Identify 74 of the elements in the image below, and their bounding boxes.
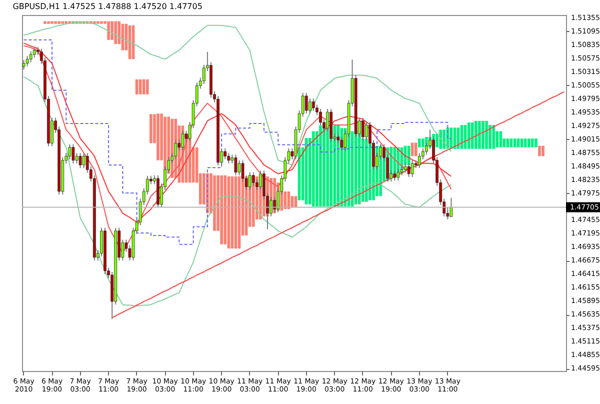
bar	[506, 138, 510, 148]
bar	[213, 175, 216, 231]
candlestick	[364, 121, 368, 141]
candlestick	[72, 144, 75, 164]
bar	[442, 130, 446, 149]
bar	[150, 114, 152, 144]
candlestick	[238, 160, 241, 176]
candlestick	[78, 152, 82, 169]
bar	[224, 175, 227, 244]
candlestick	[418, 152, 421, 169]
bar	[414, 142, 418, 156]
bar	[538, 146, 541, 156]
bar	[96, 21, 100, 24]
bar	[492, 125, 495, 149]
bar	[485, 120, 488, 149]
bar	[54, 21, 57, 24]
bar	[482, 120, 484, 149]
bar	[304, 138, 308, 204]
candlestick	[340, 136, 344, 151]
bar	[220, 175, 223, 244]
bar	[524, 138, 527, 148]
bar	[527, 138, 530, 148]
bar	[470, 122, 474, 149]
bar	[107, 21, 110, 40]
candlestick	[234, 154, 238, 176]
bar	[44, 21, 46, 24]
candlestick	[224, 148, 227, 160]
candlestick	[252, 172, 255, 186]
bar	[488, 125, 492, 149]
bar	[478, 120, 481, 149]
candlestick	[308, 98, 312, 114]
bar	[156, 114, 160, 160]
bar	[516, 138, 520, 148]
line-series	[23, 76, 452, 307]
bar	[418, 138, 421, 148]
bar	[146, 79, 149, 94]
candlestick	[22, 60, 26, 70]
bar	[138, 79, 142, 94]
bar	[467, 122, 470, 149]
candlestick	[82, 152, 86, 169]
bar	[513, 138, 516, 148]
bar	[227, 176, 230, 249]
bar	[47, 21, 50, 24]
candlestick	[312, 98, 315, 112]
bar	[499, 131, 502, 148]
bar	[439, 130, 442, 149]
bar	[114, 21, 118, 44]
candlestick	[29, 50, 32, 63]
candlestick	[32, 46, 36, 58]
bar	[333, 126, 336, 206]
candlestick	[450, 197, 453, 218]
candlestick	[227, 152, 230, 164]
chart-title: GBPUSD,H1 1.47525 1.47888 1.47520 1.47705	[12, 2, 202, 11]
line-series	[112, 91, 565, 318]
candlestick	[410, 160, 414, 178]
bar	[319, 126, 322, 206]
bar	[142, 79, 146, 94]
bar	[100, 21, 103, 24]
bar	[520, 138, 524, 148]
bar	[531, 138, 534, 148]
candlestick	[26, 55, 29, 67]
bar	[510, 138, 513, 148]
candlestick	[68, 144, 72, 160]
bar	[474, 120, 478, 149]
bar	[422, 138, 424, 148]
bar	[312, 131, 315, 206]
bar	[534, 138, 538, 148]
bar	[542, 146, 544, 156]
bar	[410, 142, 414, 156]
candlestick	[304, 92, 308, 114]
bar	[61, 21, 64, 24]
bar	[110, 21, 114, 40]
bar	[58, 21, 61, 24]
bar	[50, 21, 54, 24]
